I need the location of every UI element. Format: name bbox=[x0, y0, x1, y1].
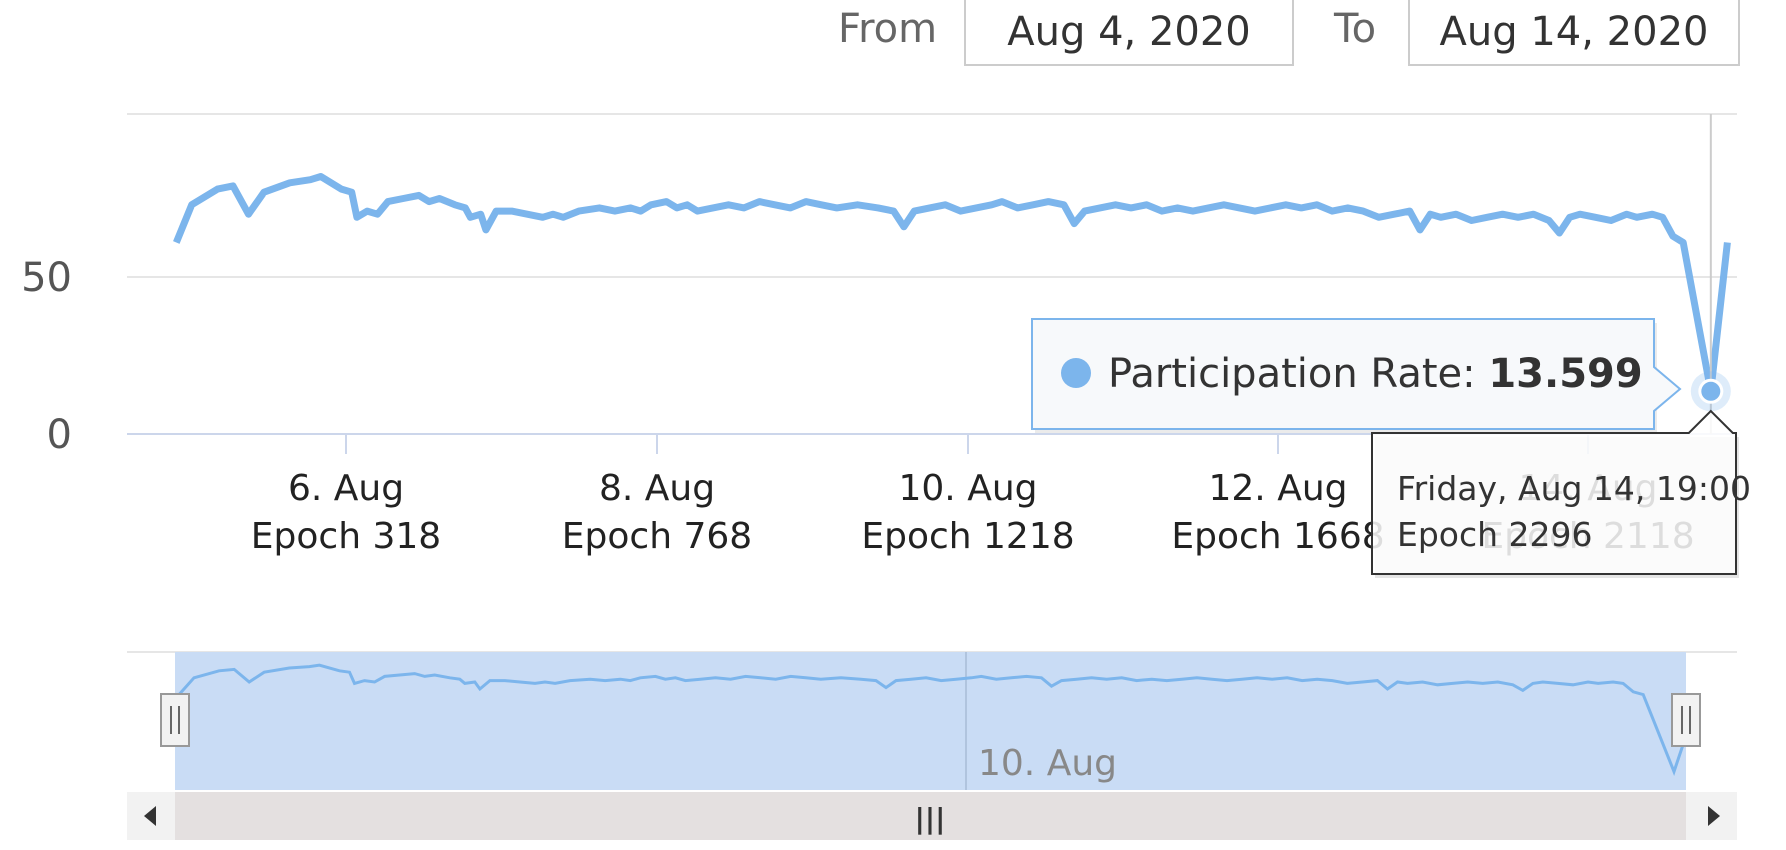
series-group bbox=[173, 114, 1731, 434]
navigator[interactable]: 10. Aug bbox=[127, 651, 1737, 790]
navigator-series-line bbox=[177, 663, 1692, 776]
x-tick-date: 6. Aug bbox=[288, 468, 404, 509]
x-tick-date: 12. Aug bbox=[1209, 468, 1348, 509]
x-tick-epoch: Epoch 768 bbox=[562, 516, 752, 557]
tooltip-value: 13.599 bbox=[1488, 351, 1642, 397]
tooltip-series-name: Participation Rate: bbox=[1108, 351, 1488, 397]
from-label: From bbox=[838, 6, 938, 52]
to-label: To bbox=[1334, 6, 1377, 52]
participation-rate-line bbox=[173, 173, 1731, 395]
tooltip-epoch: Epoch 2296 bbox=[1397, 515, 1593, 554]
scrollbar[interactable]: ||| bbox=[127, 792, 1737, 840]
x-tick-date: 8. Aug bbox=[599, 468, 715, 509]
x-tick-epoch: Epoch 318 bbox=[251, 516, 441, 557]
to-date-input[interactable]: Aug 14, 2020 bbox=[1408, 0, 1740, 66]
scrollbar-grip-icon[interactable]: ||| bbox=[915, 802, 946, 835]
navigator-right-handle[interactable] bbox=[1671, 693, 1701, 747]
tooltip-series-text: Participation Rate: 13.599 bbox=[1108, 351, 1643, 397]
navigator-selection-mask[interactable] bbox=[175, 652, 1686, 790]
date-tooltip-box bbox=[1371, 409, 1737, 575]
navigator-left-handle[interactable] bbox=[160, 693, 190, 747]
scrollbar-thumb[interactable] bbox=[175, 792, 1686, 840]
y-axis-labels: 0 50 bbox=[21, 255, 72, 458]
value-tooltip-box bbox=[1031, 318, 1682, 430]
navigator-x-label: 10. Aug bbox=[978, 743, 1117, 784]
y-tick-label: 0 bbox=[47, 412, 72, 458]
tooltip-date: Friday, Aug 14, 19:00 bbox=[1397, 469, 1751, 508]
handle-body[interactable] bbox=[160, 693, 190, 747]
x-tick-epoch: Epoch 1218 bbox=[861, 516, 1074, 557]
scroll-right-arrow-icon[interactable] bbox=[1708, 806, 1720, 826]
handle-body[interactable] bbox=[1671, 693, 1701, 747]
x-tick-date: 10. Aug bbox=[899, 468, 1038, 509]
hovered-point[interactable] bbox=[1698, 378, 1724, 404]
series-marker-icon bbox=[1061, 358, 1091, 388]
scroll-left-arrow-icon[interactable] bbox=[144, 806, 156, 826]
y-tick-label: 50 bbox=[21, 255, 72, 301]
tooltip: Participation Rate: 13.599 Friday, Aug 14… bbox=[1031, 318, 1751, 578]
x-tick-epoch: Epoch 1668 bbox=[1171, 516, 1384, 557]
from-date-input[interactable]: Aug 4, 2020 bbox=[964, 0, 1294, 66]
